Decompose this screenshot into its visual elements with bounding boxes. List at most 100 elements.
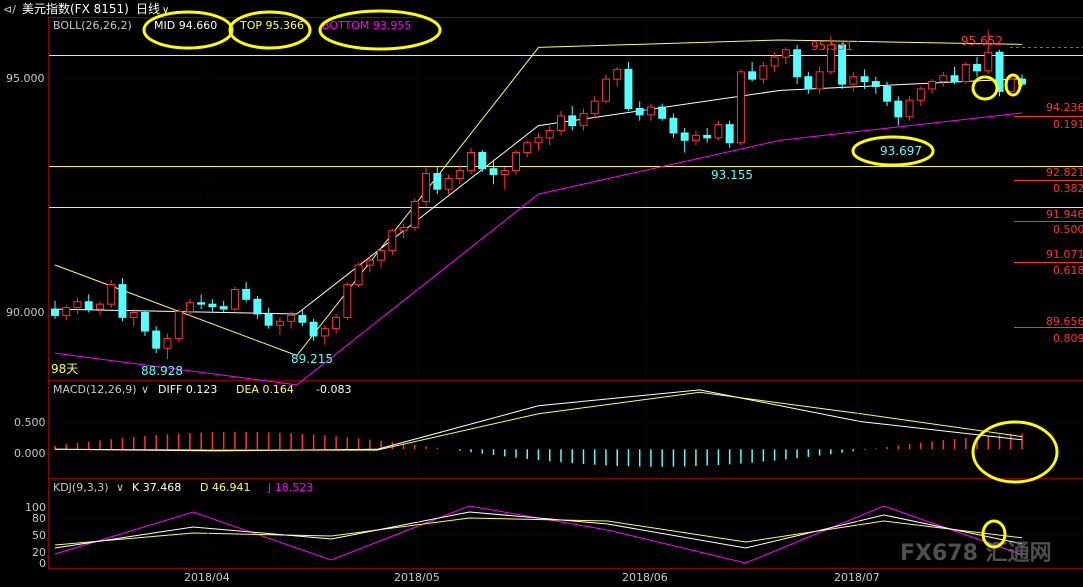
back-arrow-icon[interactable]: ⊲/ [3,3,16,16]
candle [838,42,847,89]
candle [725,120,734,148]
candle [669,113,678,138]
candle [680,128,689,153]
candle [557,110,565,136]
period-selector[interactable]: 日线 [136,2,160,16]
horizontal-lines [49,55,1083,208]
candle-body [500,170,509,176]
candle-body [545,130,554,139]
candle-body [601,78,610,102]
fib-level-3: 91.946 0.500 [1014,208,1083,236]
macd-tick-0500: 0.500 [14,416,46,429]
fib-price: 94.236 [1046,101,1083,114]
candle-body [320,328,329,337]
candle [399,223,408,239]
candlesticks [51,30,1026,359]
macd-plot [54,389,1023,467]
candle [287,311,296,329]
highlight-circle-price-left [971,75,999,101]
date-label-jul: 2018/07 [834,571,880,584]
candle-body [512,152,520,172]
candle-body [197,302,206,305]
kdj-d-value: D 46.941 [200,481,250,494]
candle [242,282,251,302]
candle [883,81,892,107]
candle [230,287,239,312]
boll-legend: BOLL(26,26,2) MID 94.660 TOP 95.366 BOTT… [53,19,411,32]
kdj-d-line [54,517,1023,546]
boll-lines [54,39,1023,386]
candle-body [973,63,982,72]
boll-bottom-line [54,112,1023,386]
candle [500,167,509,190]
candle [163,333,172,359]
candle [748,62,757,82]
candle-body [73,301,82,309]
candle [118,278,127,322]
candle [320,325,329,345]
candle-body [377,249,386,261]
candle [534,132,543,151]
candle-body [759,65,768,80]
boll-mid-value: MID 94.660 [154,19,217,32]
candle-body [287,314,296,322]
boll-top-value: TOP 95.366 [239,19,304,32]
candle-body [860,76,869,83]
candle [208,299,217,312]
macd-axis: 0.500 0.000 [14,416,46,460]
fib-ratio: 0.618 [1053,264,1083,277]
candle-body [51,308,59,316]
candle [826,36,835,75]
candle [410,199,419,231]
fib-ratio: 0.382 [1053,182,1083,195]
candle [107,279,116,308]
candle-body [365,259,374,266]
highlight-circle-mid [142,10,234,50]
candle [73,297,82,314]
candle-body [399,226,408,232]
candle-body [388,230,397,251]
candle [365,255,374,273]
price-tick-95: 95.000 [6,72,45,85]
candle-body [995,51,1004,92]
boll-mid-line [54,78,1023,315]
candle [377,247,386,268]
candle-body [894,100,903,118]
candle-body [95,303,104,310]
annotation-low-may: 89.215 [291,352,333,366]
candle-body [804,76,813,90]
candle [343,282,352,321]
fib-level-1: 94.236 0.191 [1014,101,1083,131]
candle-body [410,200,419,228]
candle [185,299,194,317]
price-annotations: 95.531 95.652 93.155 93.697 89.215 88.92… [51,34,1003,378]
candle-body [309,321,318,337]
candle [174,309,183,342]
candle-body [275,320,284,326]
candle [815,66,824,94]
highlight-circle-bottom [318,9,442,51]
candle-body [489,168,498,176]
candle [894,96,903,126]
candle [939,71,948,87]
candle-body [107,284,116,305]
candle-body [613,68,622,80]
candle-body [264,313,273,326]
watermark: FX678 汇通网 [900,541,1052,566]
candle [264,307,273,329]
candle [624,62,633,111]
macd-dea-line [54,391,1023,451]
candle-body [635,108,644,116]
candle [197,294,206,310]
annotation-low-june: 93.155 [711,168,753,182]
date-label-may: 2018/05 [394,571,440,584]
kdj-tick-50: 50 [32,529,46,542]
candle [691,130,700,146]
candle-body [905,99,914,118]
candle-body [185,302,194,313]
chevron-down-icon[interactable]: ∨ [162,5,169,16]
fib-levels: 94.236 0.191 92.821 0.382 91.946 0.500 9… [1014,101,1083,345]
candle [781,47,790,65]
fib-ratio: 0.809 [1053,332,1083,345]
